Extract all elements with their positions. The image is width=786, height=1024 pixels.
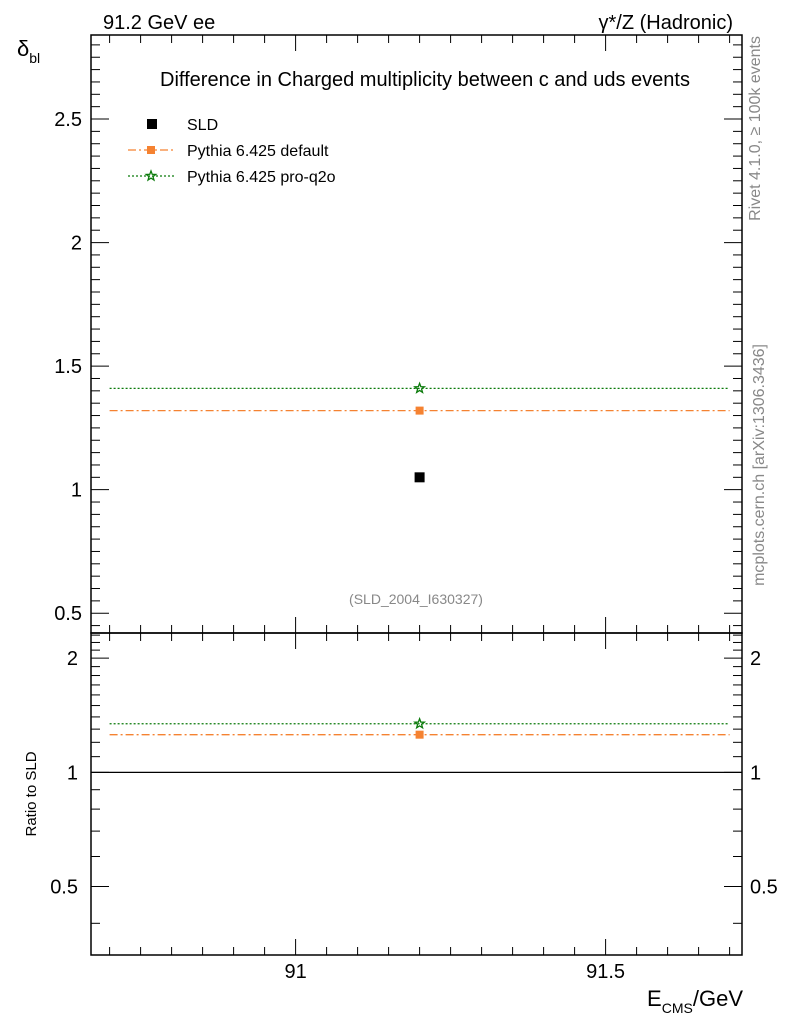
ratio-yticks: 0.5 0.5 1 1 2 2 bbox=[50, 634, 778, 924]
main-ytick-label: 0.5 bbox=[54, 603, 82, 625]
main-series bbox=[109, 381, 730, 483]
main-ylabel: δbl bbox=[17, 36, 40, 66]
main-ytick-label: 2.5 bbox=[54, 109, 82, 131]
main-title: Difference in Charged multiplicity betwe… bbox=[160, 69, 690, 91]
ratio-panel: 0.5 0.5 1 1 2 2 91 91.5 Ratio to SLD bbox=[23, 632, 778, 983]
legend-label-default: Pythia 6.425 default bbox=[187, 143, 329, 160]
ratio-ytick-label-right: 0.5 bbox=[750, 877, 778, 899]
analysis-tag: (SLD_2004_I630327) bbox=[349, 591, 483, 607]
main-ytick-label: 1.5 bbox=[54, 356, 82, 378]
header-left-label: 91.2 GeV ee bbox=[103, 12, 215, 34]
legend-label-proq2o: Pythia 6.425 pro-q2o bbox=[187, 169, 336, 186]
legend: SLD Pythia 6.425 default Pythia 6.425 pr… bbox=[128, 117, 336, 186]
ratio-frame bbox=[90, 632, 743, 956]
main-point-proq2o bbox=[413, 381, 427, 394]
main-point-default bbox=[415, 406, 424, 415]
legend-label-sld: SLD bbox=[187, 117, 218, 134]
main-ytick-label: 1 bbox=[71, 480, 82, 502]
ratio-ylabel: Ratio to SLD bbox=[23, 751, 40, 836]
ratio-xtick-label: 91 bbox=[284, 961, 306, 983]
ratio-xtick-label: 91.5 bbox=[586, 961, 625, 983]
rivet-version-label: Rivet 4.1.0, ≥ 100k events bbox=[747, 36, 764, 221]
ratio-ytick-label-left: 1 bbox=[67, 762, 78, 784]
legend-marker-default bbox=[147, 146, 155, 154]
legend-marker-proq2o bbox=[144, 169, 158, 182]
ratio-series bbox=[91, 716, 742, 774]
ratio-ytick-label-left: 0.5 bbox=[50, 877, 78, 899]
xlabel: ECMS/GeV bbox=[647, 986, 743, 1016]
ratio-point-proq2o bbox=[413, 716, 427, 730]
ratio-ytick-label-left: 2 bbox=[67, 648, 78, 670]
main-point-sld bbox=[414, 472, 425, 483]
ratio-ytick-label-right: 1 bbox=[750, 762, 761, 784]
mcplots-label: mcplots.cern.ch [arXiv:1306.3436] bbox=[751, 344, 768, 586]
ratio-ytick-label-right: 2 bbox=[750, 648, 761, 670]
header-right-label: γ*/Z (Hadronic) bbox=[599, 12, 733, 34]
main-ytick-label: 2 bbox=[71, 233, 82, 255]
ratio-xticks: 91 91.5 bbox=[109, 633, 731, 983]
main-yticks: 0.5 1 1.5 2 2.5 bbox=[54, 44, 742, 627]
legend-marker-sld bbox=[147, 119, 157, 129]
main-xticks bbox=[109, 35, 731, 633]
main-panel: 0.5 1 1.5 2 2.5 Difference in Charged multip… bbox=[54, 34, 743, 634]
ratio-point-default bbox=[415, 730, 424, 739]
